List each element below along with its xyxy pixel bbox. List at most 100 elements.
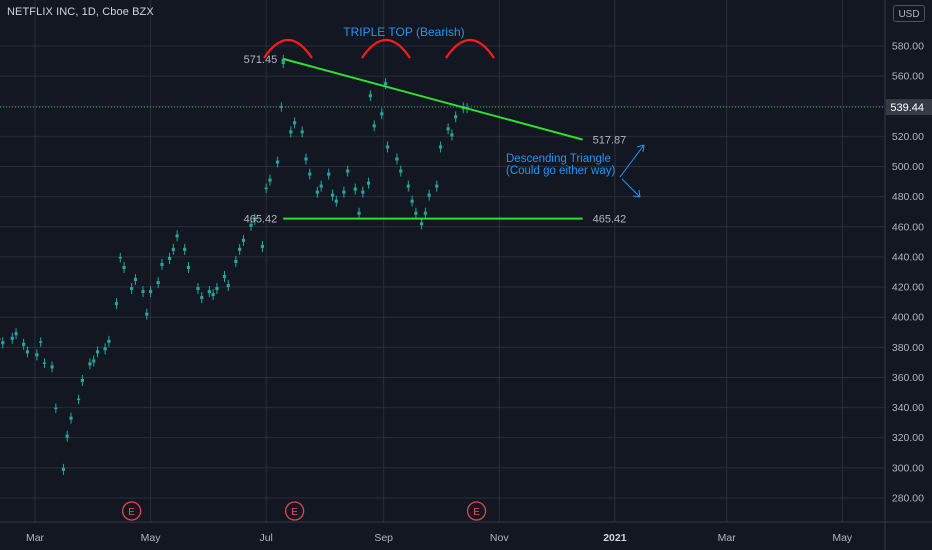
earnings-marker [284, 501, 305, 521]
earnings-marker-label: E [473, 507, 480, 518]
candle-body [357, 211, 361, 215]
y-tick-label: 360.00 [892, 372, 924, 384]
candle-body [334, 199, 338, 203]
candle-body [319, 184, 323, 188]
y-tick-label: 500.00 [892, 161, 924, 173]
triple-top-label: TRIPLE TOP (Bearish) [343, 25, 464, 39]
candle-body [35, 353, 39, 357]
x-axis: Mar May Jul Sep Nov 2021 Mar May [26, 532, 853, 544]
candle-body [107, 339, 111, 343]
candle-body [160, 262, 164, 266]
candle-body [1, 341, 5, 345]
last-price-label: 539.44 [890, 102, 924, 114]
candle-body [241, 238, 246, 242]
y-tick-label: 320.00 [892, 432, 924, 444]
y-tick-label: 480.00 [892, 191, 924, 203]
candle-body [281, 58, 285, 65]
candle-body [427, 193, 431, 197]
top-arc [361, 39, 411, 59]
y-tick-label: 460.00 [892, 221, 924, 233]
candle-body [414, 211, 418, 215]
grid [0, 0, 885, 522]
candle-body [196, 287, 200, 291]
x-tick-label: May [141, 532, 162, 544]
arrow-up-head [636, 144, 645, 153]
y-tick-label: 420.00 [892, 282, 924, 294]
candle-body [25, 350, 30, 354]
currency-button[interactable]: USD [893, 5, 925, 22]
triangle-label-line: (Could go either way) [506, 165, 615, 177]
candle-body [446, 127, 450, 131]
y-tick-label: 400.00 [892, 312, 924, 324]
candle-body [95, 350, 100, 354]
candle-body [423, 211, 427, 215]
candle-body [54, 407, 58, 410]
candle-body [42, 362, 47, 364]
y-tick-label: 300.00 [892, 462, 924, 474]
earnings-marker [121, 501, 142, 521]
trendline-start-label: 571.45 [244, 54, 278, 66]
candle-body [372, 124, 376, 128]
y-tick-label: 280.00 [892, 493, 924, 505]
candle-body [249, 223, 253, 227]
candle-body [342, 190, 346, 194]
resistance-trendline [282, 57, 583, 141]
candle-body [293, 121, 297, 125]
candle-body [366, 181, 371, 185]
candle-body [14, 332, 18, 336]
x-tick-label: Mar [26, 532, 45, 544]
arrow-down [621, 178, 641, 198]
candle-body [275, 160, 280, 164]
last-price-tag [886, 99, 932, 116]
candle-body [330, 193, 335, 197]
candle-body [118, 256, 122, 259]
candle-body [133, 278, 138, 282]
candle-body [167, 256, 172, 260]
candle-body [122, 265, 126, 269]
candle-body [141, 290, 145, 294]
candle-body [435, 184, 439, 188]
candle-body [183, 247, 187, 251]
y-tick-label: 520.00 [892, 131, 924, 143]
candle-body [346, 169, 350, 173]
candle-body [171, 247, 175, 251]
arrow-up [619, 144, 645, 178]
triangle-label-line: Descending Triangle [506, 153, 611, 165]
x-tick-label: Mar [718, 532, 737, 544]
y-tick-label: 580.00 [892, 40, 924, 52]
support-end-label: 465.42 [593, 214, 627, 226]
candle-body [80, 378, 84, 382]
support-start-label: 465.42 [244, 214, 278, 226]
x-tick-label: Sep [374, 532, 393, 544]
candle-body [410, 199, 414, 203]
candle-body [148, 290, 153, 294]
candle-body [300, 130, 304, 134]
earnings-marker-label: E [128, 507, 135, 518]
y-tick-label: 560.00 [892, 71, 924, 83]
candle-body [353, 187, 357, 191]
candle-body [395, 157, 399, 161]
candle-body [222, 275, 227, 279]
candle-body [145, 312, 149, 316]
top-arc [445, 39, 495, 59]
candle-body [238, 247, 242, 251]
candle-body [268, 178, 272, 182]
candle-body [65, 434, 69, 438]
y-tick-label: 380.00 [892, 342, 924, 354]
candle-body [22, 342, 26, 346]
arrow-down-head [632, 189, 641, 198]
candle-body [0, 338, 1, 340]
candle-body [215, 287, 219, 291]
candle-body [399, 169, 403, 173]
candle-body [279, 106, 283, 108]
candle-body [308, 172, 312, 176]
trendline-end-label: 517.87 [593, 135, 627, 147]
candle-body [438, 145, 443, 149]
candle-body [361, 190, 365, 194]
candle-body [130, 287, 134, 291]
candle-body [10, 336, 14, 340]
candle-body [385, 145, 390, 149]
